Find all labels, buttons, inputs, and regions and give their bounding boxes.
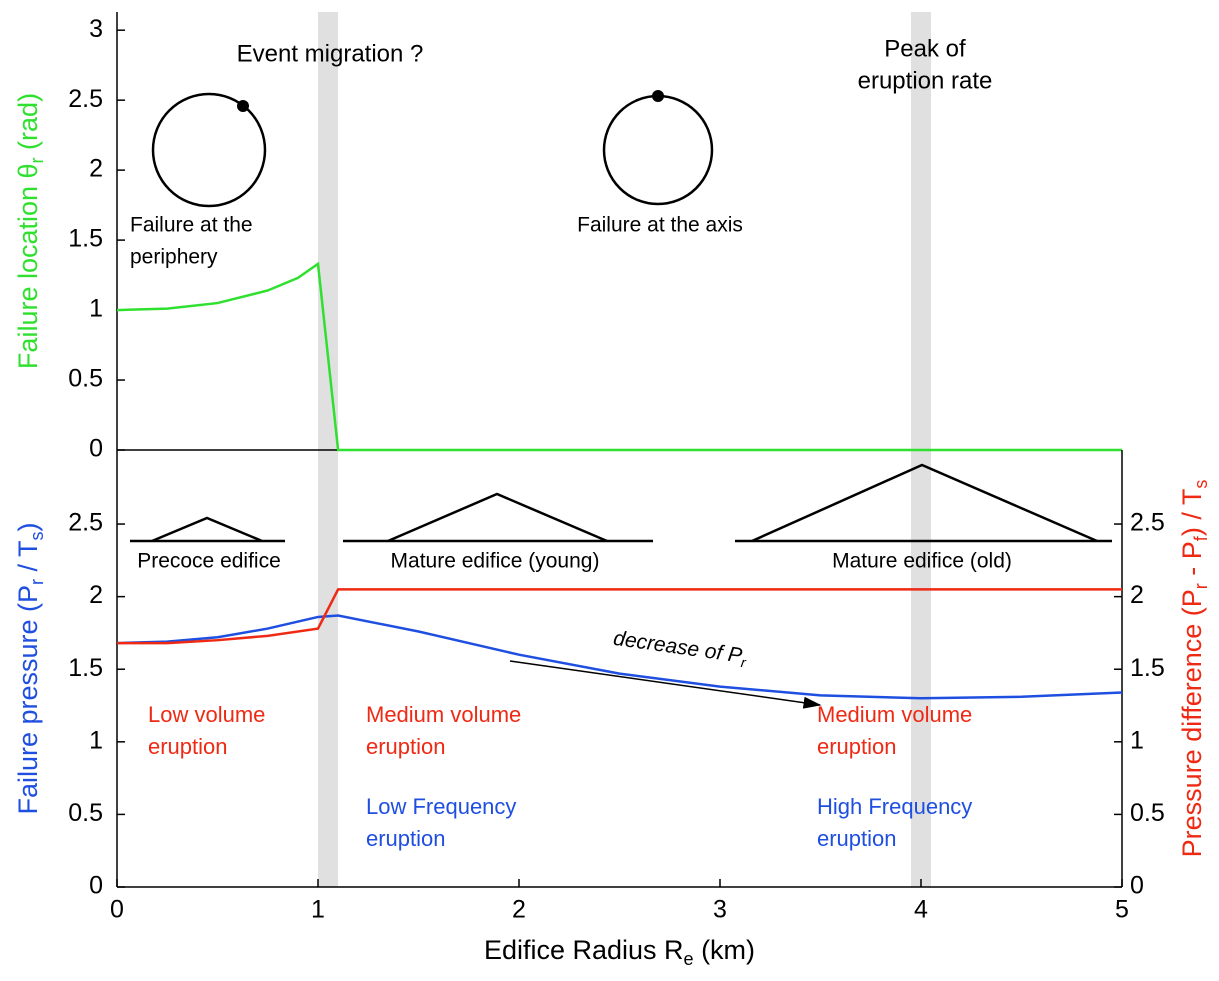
y-tick-label: 1: [89, 726, 103, 754]
conduit-circle: [151, 92, 267, 208]
text-part: ): [13, 522, 43, 531]
text-part: e: [684, 949, 694, 969]
highlight-band: [910, 12, 932, 450]
failure-dot: [652, 90, 664, 102]
annotation: Low Frequency: [366, 794, 516, 819]
y-tick-label: 2: [89, 581, 103, 609]
text-part: s: [27, 531, 47, 540]
highlight-band: [318, 12, 339, 450]
data-line: [117, 588, 1122, 645]
text-part: r: [740, 654, 748, 671]
x-tick-label: 5: [1115, 896, 1129, 924]
text-part: - P: [1177, 541, 1207, 583]
y-tick-label: 0.5: [68, 799, 103, 827]
y-tick-label: 1: [89, 295, 103, 323]
data-line: [116, 261, 1122, 452]
annotation: eruption rate: [858, 67, 993, 94]
y-tick-label: 2: [89, 155, 103, 183]
highlight-band: [910, 450, 932, 887]
annotation: eruption: [148, 734, 228, 759]
annotation: eruption: [817, 826, 897, 851]
x-tick-label: 0: [110, 896, 124, 924]
text-part: Edifice Radius R: [484, 935, 684, 965]
annotation: Mature edifice (old): [832, 550, 1012, 573]
y-tick-label: 2.5: [68, 509, 103, 537]
annotation: High Frequency: [817, 794, 972, 819]
text-part: ) / T: [1177, 489, 1207, 537]
failure-dot: [237, 100, 249, 112]
annotation: Failure at the axis: [577, 214, 743, 237]
y2-tick-label: 0: [1130, 872, 1144, 900]
conduit-circle: [602, 94, 714, 206]
annotation: eruption: [366, 734, 446, 759]
y2-axis-label: Pressure difference (Pr - Pf) / Ts: [1177, 480, 1211, 858]
annotation: eruption: [366, 826, 446, 851]
x-tick-label: 4: [914, 896, 928, 924]
text-part: decrease of P: [612, 626, 744, 667]
annotation: eruption: [817, 734, 897, 759]
y-tick-label: 0.5: [68, 365, 103, 393]
annotation: Medium volume: [366, 702, 521, 727]
annotation: Failure at the: [130, 214, 253, 237]
edifice-shape: [751, 463, 1098, 543]
annotation: Medium volume: [817, 702, 972, 727]
y2-tick-label: 0.5: [1130, 799, 1165, 827]
y-tick-label: 0: [89, 435, 103, 463]
y-tick-label: 2.5: [68, 85, 103, 113]
annotation: Low volume: [148, 702, 265, 727]
y2-tick-label: 2.5: [1130, 509, 1165, 537]
annotation: Mature edifice (young): [391, 550, 600, 573]
trend-arrow: [509, 660, 822, 709]
annotation: periphery: [130, 246, 218, 269]
y-tick-label: 0: [89, 872, 103, 900]
x-axis-label: Edifice Radius Re (km): [484, 935, 755, 969]
y-tick-label: 1.5: [68, 225, 103, 253]
text-part: Failure location θ: [13, 163, 43, 369]
text-part: r: [27, 579, 47, 585]
text-part: Failure pressure (P: [13, 585, 43, 815]
y-tick-label: 1.5: [68, 654, 103, 682]
data-line: [116, 614, 1123, 700]
y-axis-label: Failure location θr (rad): [13, 93, 47, 369]
text-part: Pressure difference (P: [1177, 589, 1207, 857]
annotation: Peak of: [884, 35, 966, 62]
text-part: s: [1191, 480, 1211, 489]
y-axis-label: Failure pressure (Pr / Ts): [13, 522, 47, 814]
y2-tick-label: 1.5: [1130, 654, 1165, 682]
text-part: r: [1191, 583, 1211, 589]
text-part: (rad): [13, 93, 43, 158]
y2-tick-label: 2: [1130, 581, 1144, 609]
x-tick-label: 2: [512, 896, 526, 924]
edifice-shape: [387, 492, 608, 543]
highlight-band: [318, 450, 339, 887]
annotation: Precoce edifice: [137, 550, 281, 573]
x-tick-label: 3: [713, 896, 727, 924]
text-part: r: [27, 157, 47, 163]
x-tick-label: 1: [311, 896, 325, 924]
edifice-shape: [151, 516, 263, 543]
text-part: / T: [13, 540, 43, 579]
y2-tick-label: 1: [1130, 726, 1144, 754]
text-part: f: [1191, 535, 1211, 541]
annotation: decrease of Pr: [612, 626, 750, 670]
text-part: (km): [694, 935, 755, 965]
annotation: Event migration ?: [237, 40, 424, 67]
y-tick-label: 3: [89, 15, 103, 43]
